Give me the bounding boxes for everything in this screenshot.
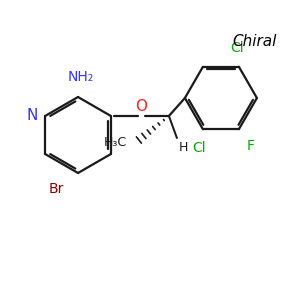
Text: O: O bbox=[135, 99, 147, 114]
Text: Chiral: Chiral bbox=[233, 34, 277, 50]
Text: NH₂: NH₂ bbox=[68, 70, 94, 84]
Text: H₃C: H₃C bbox=[104, 136, 127, 148]
Text: Cl: Cl bbox=[192, 141, 206, 155]
Text: Cl: Cl bbox=[230, 41, 244, 55]
Text: N: N bbox=[27, 109, 38, 124]
Text: F: F bbox=[247, 139, 255, 153]
Text: Br: Br bbox=[49, 182, 64, 196]
Text: H: H bbox=[179, 141, 188, 154]
